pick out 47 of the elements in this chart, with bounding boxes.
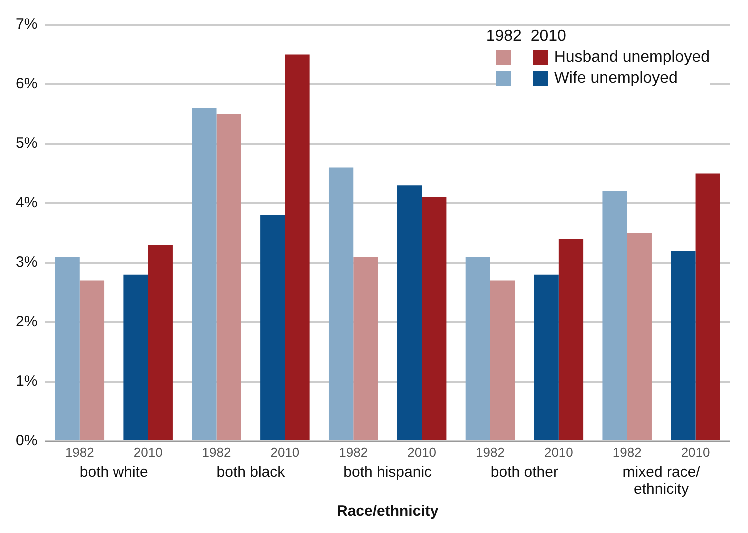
x-axis-title: Race/ethnicity [336,503,440,520]
bar [422,198,447,440]
x-tick-label: 1982 [202,444,232,460]
bar [490,280,516,440]
x-tick-label: 1982 [476,444,505,460]
text: both white [80,464,148,482]
y-tick-label: 1% [16,373,38,390]
x-tick-label: 2010 [681,444,710,460]
bar [148,245,173,440]
legend-title: 1982 2010 [486,27,568,47]
bar [124,274,148,440]
x-tick-label: 1982 [65,444,94,460]
y-tick-label: 7% [16,16,38,34]
bar [192,108,217,440]
y-tick-label: 3% [16,254,38,272]
text: both hispanic [344,464,433,482]
bar [354,256,378,440]
bar [260,215,286,440]
bar [80,280,105,440]
x-tick-label: 2010 [270,444,300,460]
bar [285,54,310,440]
text: both black [216,464,286,482]
y-tick-label: 4% [16,194,38,212]
legend-label: Wife unemployed [554,69,678,89]
legend-label: Husband unemployed [554,48,710,68]
x-tick-label: 2010 [408,444,437,460]
bar [602,192,628,440]
bar [397,186,422,440]
bar [534,274,559,440]
bar [558,239,584,440]
bar [696,174,720,440]
bar [671,251,696,440]
bar [55,256,80,440]
bar [466,256,490,440]
bar [627,233,652,440]
bar [216,114,242,440]
x-tick-label: 2010 [544,444,574,460]
y-tick-label: 2% [16,314,38,331]
y-tick-label: 0% [16,432,38,450]
x-tick-label: 1982 [339,444,368,460]
y-tick-label: 5% [16,135,38,152]
text: mixed race/ ethnicity [622,464,702,498]
bar [328,168,354,440]
y-tick-label: 6% [16,76,38,93]
text: both other [490,464,558,482]
x-tick-label: 2010 [134,444,163,460]
x-tick-label: 1982 [612,444,642,460]
